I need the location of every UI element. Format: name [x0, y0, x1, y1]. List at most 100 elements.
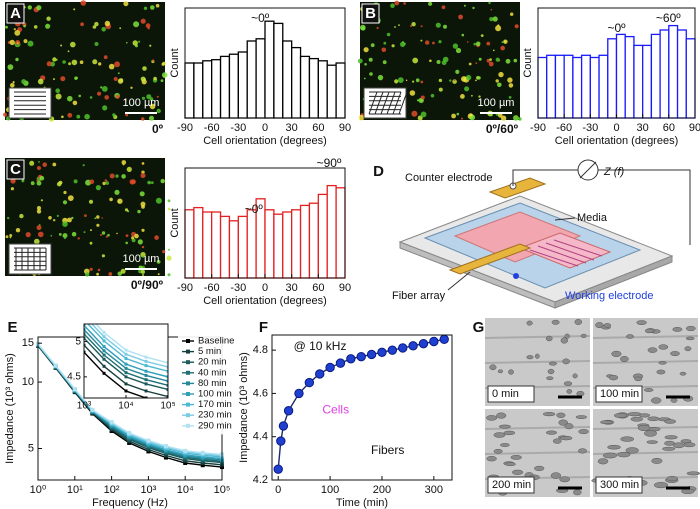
cell-dot: [461, 33, 465, 37]
letter-box: [6, 3, 25, 24]
x-axis-label: Frequency (Hz): [92, 497, 168, 509]
cell-shape: [580, 333, 587, 338]
cell-dot: [168, 248, 170, 251]
data-point: [183, 458, 188, 463]
cell-dot: [478, 57, 482, 61]
cell-dot: [117, 200, 121, 203]
panel-letter: B: [365, 5, 376, 22]
pattern-line: [398, 91, 408, 115]
fiber: [545, 242, 595, 261]
cell-dot: [357, 58, 363, 64]
time-label: 200 min: [492, 479, 531, 491]
cell-dot: [55, 93, 62, 100]
series-group: [273, 334, 449, 474]
histogram-bar: [308, 202, 319, 279]
histogram-bar: [546, 54, 557, 119]
cell-dot: [50, 234, 53, 237]
cell-shape: [562, 358, 570, 365]
data-point: [200, 460, 205, 465]
cell-dot: [420, 95, 425, 100]
histogram-bar: [193, 62, 204, 119]
cell-shape: [572, 373, 578, 379]
cell-dot: [386, 32, 391, 37]
cell-shape: [685, 325, 696, 332]
cell-dot: [102, 105, 108, 111]
data-point: [0, 47, 2, 50]
data-point: [304, 377, 315, 388]
cell-dot: [443, 24, 447, 29]
cell-dot: [475, 79, 477, 82]
series-line: [95, 324, 168, 364]
cell-dot: [96, 223, 100, 227]
data-point: [0, 42, 2, 45]
cell-dot: [15, 57, 19, 62]
cell-shape: [508, 369, 514, 375]
cell-dot: [363, 77, 366, 80]
data-point: [276, 436, 286, 446]
cell-dot: [16, 42, 19, 44]
inset-x-tick-label: 10⁵: [160, 401, 175, 412]
cell-shape: [613, 413, 628, 418]
legend-marker: [186, 423, 190, 428]
cell-dot: [52, 57, 57, 62]
histogram-bar: [676, 29, 687, 119]
cell-dot: [513, 115, 519, 121]
cell-dot: [53, 219, 56, 222]
cell-shape: [496, 412, 507, 419]
cell-dot: [141, 96, 146, 100]
histogram-bar: [572, 56, 583, 119]
cell-dot: [471, 94, 473, 97]
cell-dot: [62, 221, 68, 227]
cell-dot: [377, 74, 384, 81]
data-point: [102, 364, 106, 368]
time-label-box: [487, 385, 535, 403]
contact: [513, 273, 519, 279]
working-electrode: [448, 243, 532, 275]
cell-dot: [518, 117, 522, 121]
cell-dot: [121, 160, 127, 165]
cell-dot: [53, 78, 55, 81]
cell-dot: [455, 47, 462, 54]
histogram-bar: [326, 64, 337, 119]
data-point: [429, 336, 439, 347]
cell-dot: [514, 24, 519, 29]
histogram-bar: [246, 40, 257, 119]
x-tick-label: 30: [286, 122, 298, 134]
data-point: [144, 396, 148, 398]
histogram-bar: [326, 184, 337, 279]
cell-dot: [36, 225, 42, 231]
cell-shape: [545, 430, 558, 435]
cell-dot: [100, 234, 102, 236]
letter-box: [361, 3, 380, 24]
cell-dot: [27, 40, 34, 47]
pattern-label: 0º/60º: [486, 122, 519, 136]
pattern-line: [386, 91, 396, 115]
cell-dot: [115, 94, 120, 99]
histogram-bar: [308, 57, 319, 119]
y-axis-label: Impedance (10³ ohms): [238, 352, 250, 463]
cell-dot: [153, 76, 157, 81]
cell-dot: [490, 8, 493, 11]
cell-dot: [497, 82, 502, 88]
panel-letter: G: [473, 319, 485, 336]
data-point: [166, 375, 168, 379]
data-point: [398, 343, 408, 353]
cell-shape: [510, 455, 522, 460]
data-point: [144, 359, 148, 363]
cell-dot: [25, 232, 31, 238]
cell-dot: [96, 215, 100, 219]
cell-dot: [495, 25, 502, 32]
series-line: [91, 324, 168, 368]
cell-shape: [684, 346, 692, 352]
cell-dot: [46, 61, 52, 67]
histogram-bar: [211, 211, 222, 279]
cell-shape: [679, 371, 687, 376]
cell-dot: [466, 41, 469, 43]
cell-dot: [60, 44, 63, 47]
cell-dot: [510, 12, 514, 16]
data-point: [144, 389, 148, 393]
x-tick-label: 10⁴: [177, 484, 194, 496]
y-tick-label: 10: [22, 376, 34, 388]
cell-dot: [358, 114, 365, 121]
